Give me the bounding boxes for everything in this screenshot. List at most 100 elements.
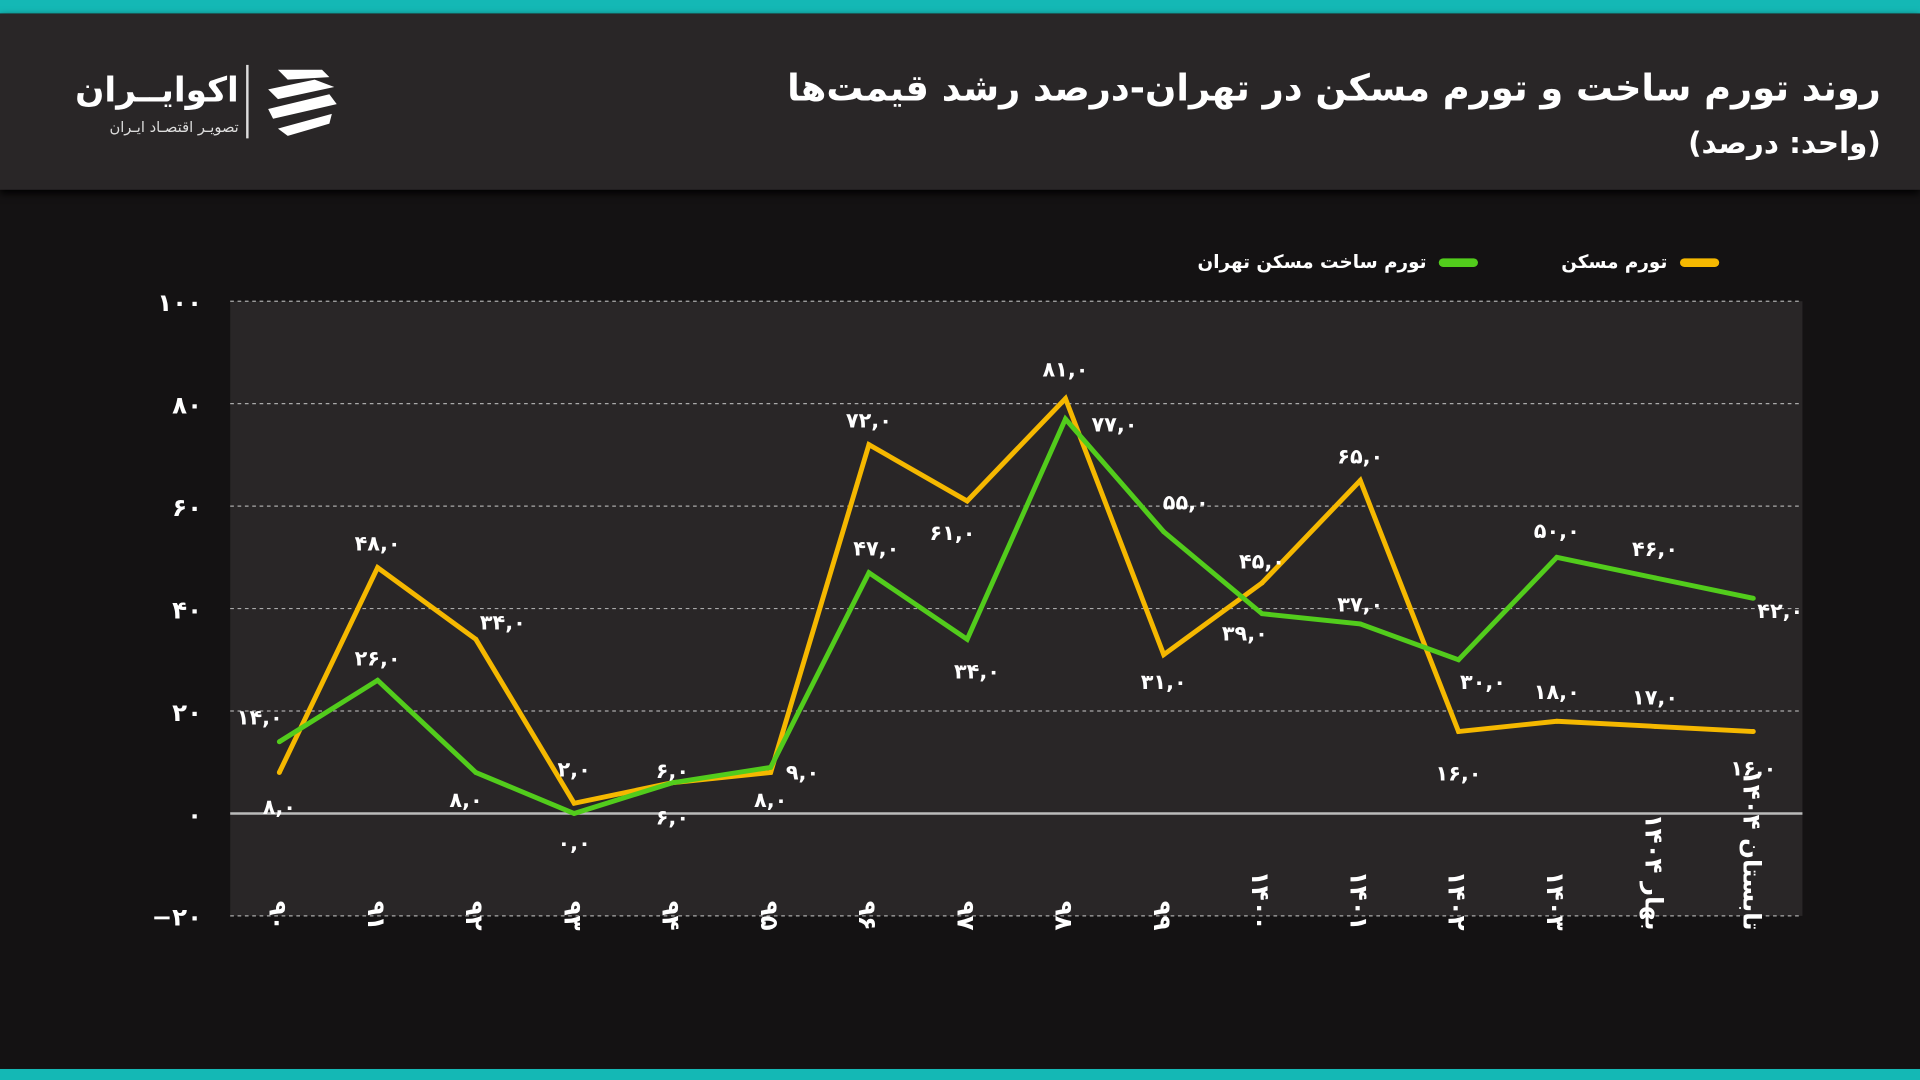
x-tick-label: ۱۴۰۳ bbox=[1541, 871, 1570, 931]
legend-label-housing: تورم مسکن bbox=[1561, 251, 1668, 274]
data-point bbox=[1456, 657, 1461, 663]
data-label: ۳۰,۰ bbox=[1460, 670, 1506, 694]
data-point bbox=[276, 739, 282, 745]
x-tick-label: ۱۴۰۱ bbox=[1344, 871, 1373, 931]
data-point bbox=[866, 442, 872, 448]
series-line bbox=[277, 394, 1754, 806]
data-label: ۸,۰ bbox=[263, 795, 296, 819]
data-label: ۸,۰ bbox=[754, 788, 787, 812]
data-label: ۴۶,۰ bbox=[1632, 537, 1678, 561]
data-point bbox=[1063, 396, 1068, 402]
x-tick-label: ۹۶ bbox=[853, 901, 882, 931]
data-label: ۳۴,۰ bbox=[480, 611, 526, 635]
data-point bbox=[1456, 729, 1461, 734]
x-tick-label: بهار ۱۴۰۴ bbox=[1639, 814, 1668, 931]
series-construction: ۱۴,۰ ۲۶,۰ ۸,۰ ۰,۰ ۶,۰ ۹,۰ ۴۷,۰ ۳۴,۰ ۷۷,۰ ۵۵,۰ ۳۹,۰… bbox=[237, 412, 1803, 855]
data-label: ۴۵,۰ bbox=[1239, 549, 1285, 573]
y-tick-label: ۱۰۰ bbox=[157, 288, 202, 317]
data-point bbox=[1652, 723, 1658, 729]
data-label: ۹,۰ bbox=[786, 761, 819, 785]
x-tick-label: ۹۹ bbox=[1148, 901, 1177, 931]
y-tick-label: ۴۰ bbox=[172, 595, 202, 624]
data-label: ۲۶,۰ bbox=[355, 647, 401, 671]
top-accent-bar bbox=[0, 0, 1920, 14]
data-label: ۱۸,۰ bbox=[1534, 680, 1580, 704]
data-label: ۱۷,۰ bbox=[1632, 685, 1678, 709]
legend-label-construction: تورم ساخت مسکن تهران bbox=[1197, 251, 1427, 274]
data-point bbox=[1652, 575, 1658, 581]
x-tick-label: ۹۴ bbox=[657, 901, 686, 931]
data-label: ۶,۰ bbox=[656, 759, 689, 783]
data-label: ۵۰,۰ bbox=[1534, 519, 1580, 543]
y-tick-label: ۶۰ bbox=[172, 493, 202, 522]
y-tick-label: −۲۰ bbox=[152, 903, 202, 932]
data-label: ۱۶,۰ bbox=[1730, 757, 1776, 781]
y-tick-label: ۰ bbox=[187, 800, 202, 829]
data-label: ۸۱,۰ bbox=[1042, 358, 1088, 382]
legend-swatch-construction bbox=[1438, 257, 1478, 267]
data-label: ۴۲,۰ bbox=[1757, 599, 1803, 623]
data-point bbox=[1554, 718, 1560, 724]
series-housing: ۸,۰ ۴۸,۰ ۳۴,۰ ۲,۰ ۶,۰ ۸,۰ ۷۲,۰ ۶۱,۰ ۸۱,۰ ۳۱,۰ ۴۵,۰… bbox=[263, 358, 1777, 820]
data-label: ۱۴,۰ bbox=[237, 706, 283, 730]
y-tick-label: ۲۰ bbox=[172, 698, 202, 727]
x-tick-label: ۹۳ bbox=[558, 901, 587, 931]
logo-divider bbox=[246, 64, 249, 139]
data-label: ۳۴,۰ bbox=[954, 659, 1000, 683]
logo: اکوایــران تصویـر اقتصـاد ایـران bbox=[67, 62, 349, 160]
data-point bbox=[473, 636, 479, 642]
x-tick-label: ۱۴۰۲ bbox=[1443, 871, 1472, 931]
data-label: ۴۸,۰ bbox=[355, 531, 401, 555]
x-tick-label: ۹۰ bbox=[264, 901, 293, 931]
data-label: ۴۷,۰ bbox=[853, 537, 899, 561]
data-point bbox=[375, 677, 381, 683]
data-point bbox=[473, 770, 479, 775]
data-label: ۶,۰ bbox=[656, 805, 689, 829]
data-point bbox=[375, 565, 381, 571]
legend-item-housing: تورم مسکن bbox=[1561, 251, 1719, 273]
data-point bbox=[669, 780, 675, 786]
x-tick-label: تابستان ۱۴۰۴ bbox=[1738, 770, 1767, 931]
page-title: روند تورم ساخت و تورم مسکن در تهران-درصد… bbox=[787, 67, 1881, 111]
x-tick-label: ۹۲ bbox=[460, 901, 489, 931]
data-point bbox=[1259, 580, 1265, 586]
data-label: ۰,۰ bbox=[557, 831, 590, 855]
data-point bbox=[1750, 729, 1756, 734]
data-point bbox=[866, 570, 872, 576]
data-label: ۳۹,۰ bbox=[1222, 622, 1268, 646]
data-label: ۱۶,۰ bbox=[1436, 761, 1482, 785]
data-point bbox=[1063, 416, 1068, 422]
data-label: ۷۷,۰ bbox=[1091, 412, 1137, 436]
header: روند تورم ساخت و تورم مسکن در تهران-درصد… bbox=[0, 13, 1920, 190]
data-point bbox=[571, 811, 577, 816]
data-label: ۳۷,۰ bbox=[1337, 593, 1383, 617]
data-label: ۶۵,۰ bbox=[1337, 444, 1383, 468]
x-tick-label: ۹۷ bbox=[951, 901, 980, 931]
legend-item-construction: تورم ساخت مسکن تهران bbox=[1198, 251, 1478, 273]
data-label: ۳۱,۰ bbox=[1141, 670, 1187, 694]
x-tick-label: ۱۴۰۰ bbox=[1246, 871, 1275, 931]
x-tick-label: ۹۱ bbox=[362, 901, 391, 931]
logo-icon bbox=[268, 69, 337, 136]
data-point bbox=[276, 770, 282, 775]
data-point bbox=[768, 770, 774, 775]
data-point bbox=[964, 636, 970, 642]
logo-name: اکوایــران bbox=[75, 69, 239, 111]
data-point bbox=[964, 498, 970, 504]
data-point bbox=[1161, 529, 1167, 535]
x-tick-label: ۹۸ bbox=[1050, 901, 1079, 931]
data-label: ۲,۰ bbox=[557, 757, 590, 781]
series-line bbox=[278, 414, 1754, 817]
data-point bbox=[768, 764, 774, 770]
legend-swatch-housing bbox=[1679, 257, 1719, 267]
data-label: ۶۱,۰ bbox=[930, 521, 976, 545]
data-label: ۵۵,۰ bbox=[1163, 491, 1209, 515]
data-point bbox=[571, 800, 577, 806]
data-point bbox=[1750, 595, 1756, 601]
unit-subtitle: (واحد: درصد) bbox=[1688, 126, 1881, 161]
data-point bbox=[1554, 554, 1560, 560]
data-point bbox=[1259, 611, 1265, 617]
data-point bbox=[1161, 652, 1167, 658]
